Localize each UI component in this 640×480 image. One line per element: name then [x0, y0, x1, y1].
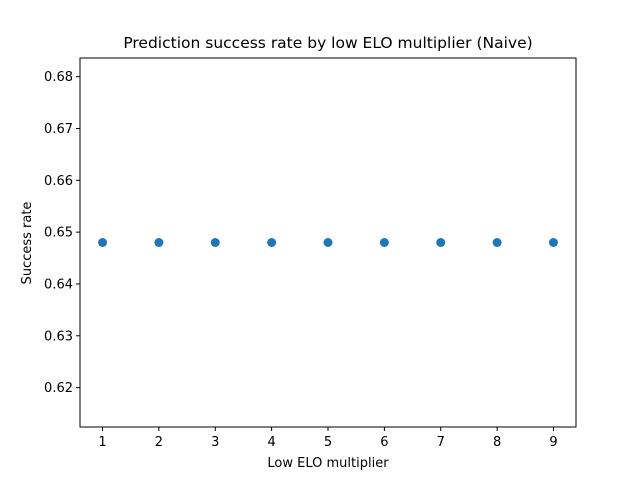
- x-tick-label: 8: [493, 435, 501, 450]
- data-points: [98, 238, 558, 247]
- x-tick-label: 6: [380, 435, 388, 450]
- data-point: [323, 238, 333, 247]
- x-tick-label: 3: [211, 435, 219, 450]
- y-tick-label: 0.68: [44, 70, 73, 85]
- data-point: [267, 238, 277, 247]
- y-tick-label: 0.63: [44, 329, 73, 344]
- data-point: [548, 238, 558, 247]
- y-tick-label: 0.65: [44, 226, 73, 241]
- x-tick-label: 4: [267, 435, 275, 450]
- y-tick-label: 0.66: [44, 174, 73, 189]
- y-axis: 0.62 0.63 0.64 0.65 0.66 0.67 0.68: [44, 70, 80, 396]
- x-axis: 1 2 3 4 5 6 7 8 9: [98, 427, 558, 450]
- x-tick-label: 2: [155, 435, 163, 450]
- x-tick-label: 1: [98, 435, 106, 450]
- x-tick-label: 7: [437, 435, 445, 450]
- data-point: [98, 238, 108, 247]
- x-tick-label: 5: [324, 435, 332, 450]
- data-point: [210, 238, 220, 247]
- y-tick-label: 0.62: [44, 381, 73, 396]
- chart-title: Prediction success rate by low ELO multi…: [123, 34, 532, 52]
- data-point: [436, 238, 446, 247]
- y-tick-label: 0.64: [44, 277, 73, 292]
- data-point: [379, 238, 389, 247]
- data-point: [492, 238, 502, 247]
- x-axis-label: Low ELO multiplier: [267, 456, 389, 471]
- x-tick-label: 9: [549, 435, 557, 450]
- data-point: [154, 238, 164, 247]
- plot-frame: [79, 57, 577, 428]
- y-axis-label: Success rate: [20, 202, 35, 285]
- y-tick-label: 0.67: [44, 122, 73, 137]
